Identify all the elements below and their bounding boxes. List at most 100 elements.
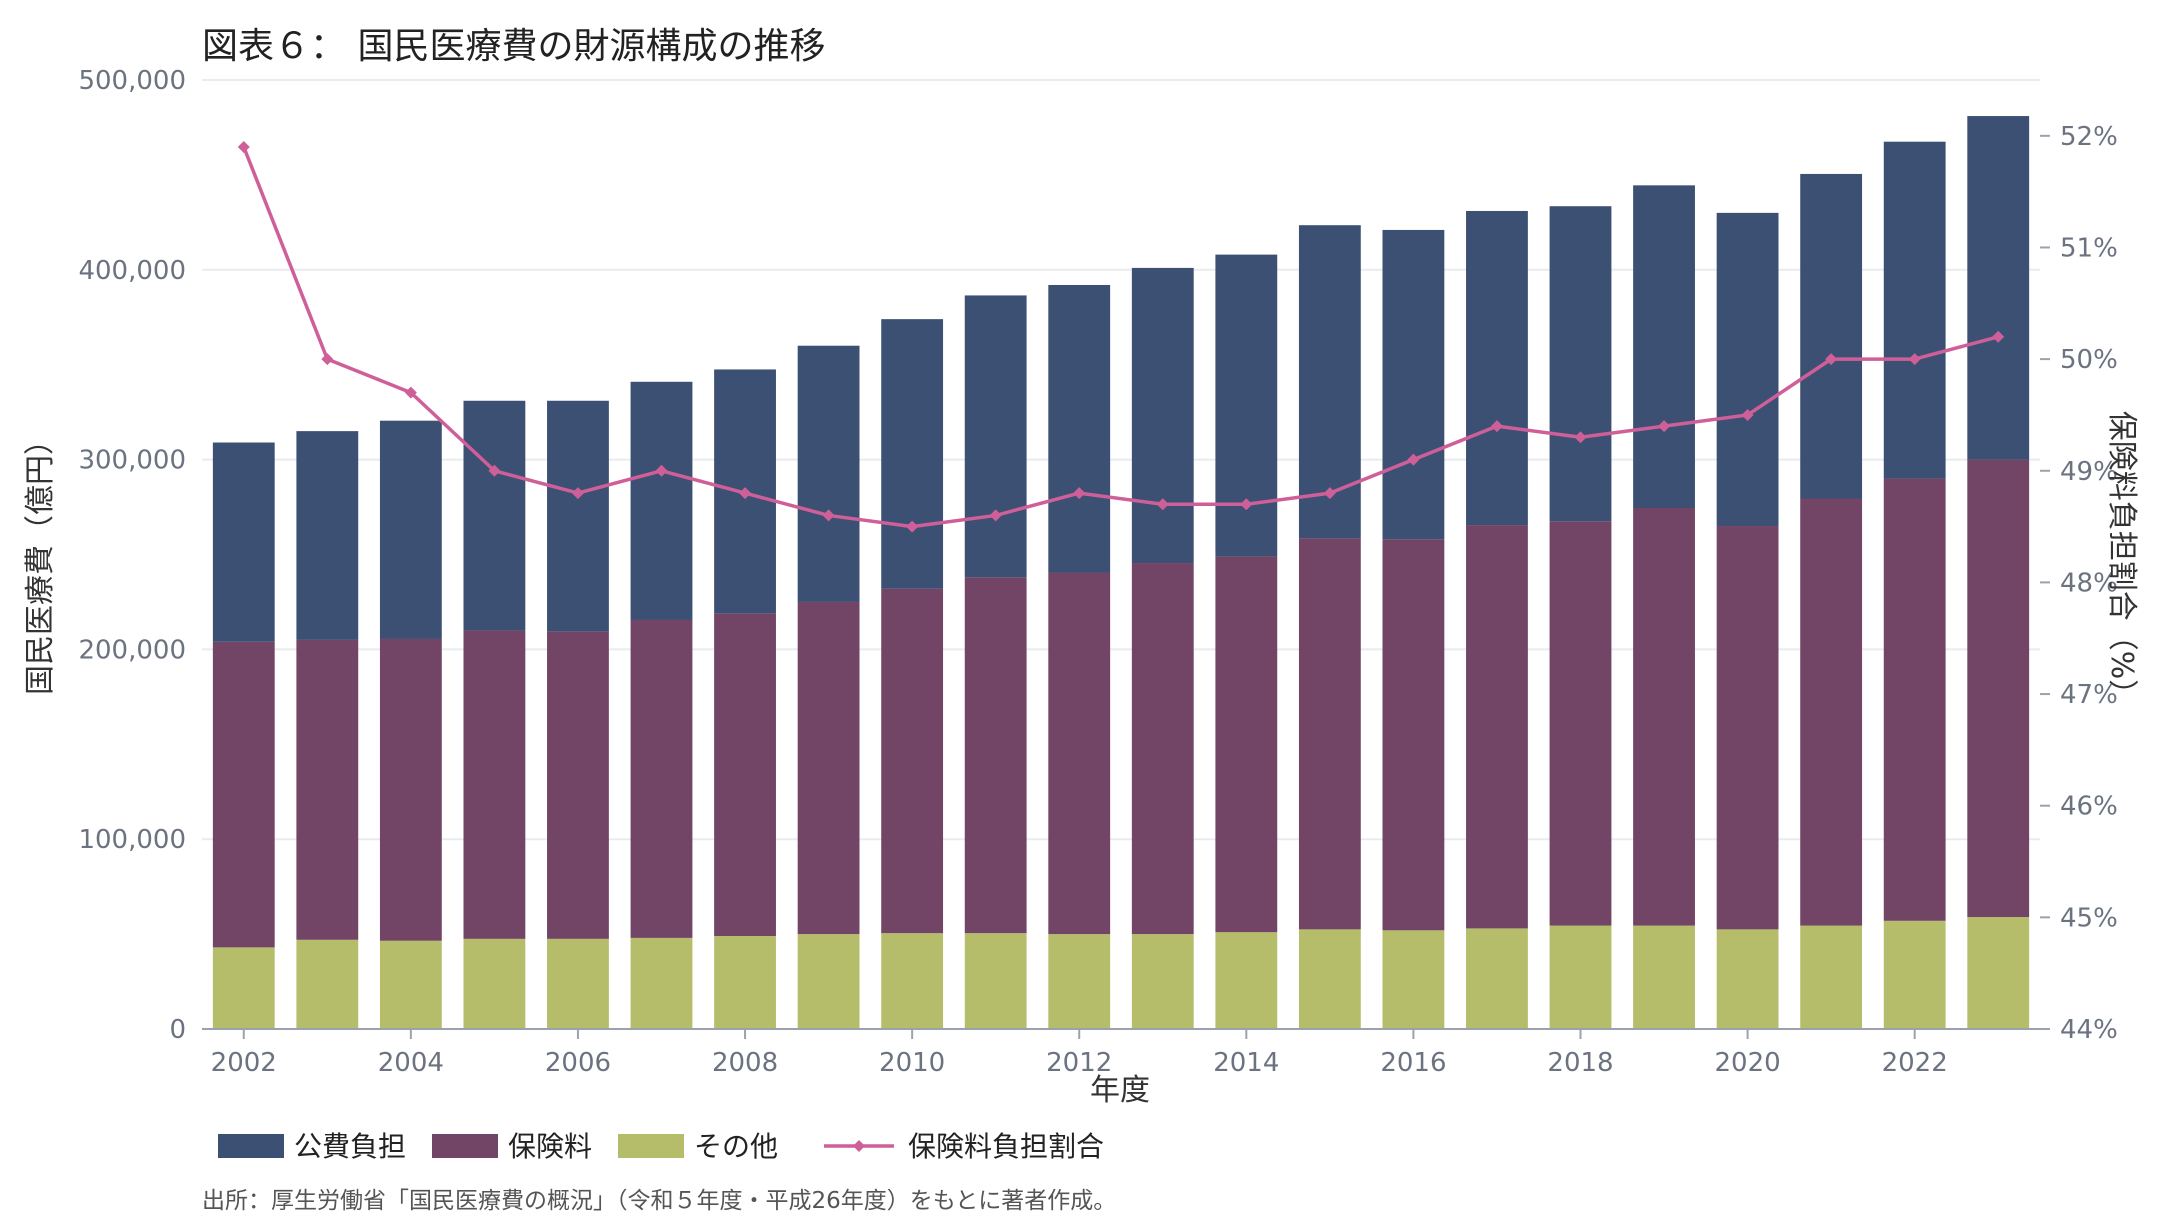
x-tick-label: 2002 (211, 1048, 277, 1078)
y2-tick-label: 45% (2060, 903, 2118, 933)
y2-tick-label: 46% (2060, 792, 2118, 822)
x-tick-label: 2006 (545, 1048, 611, 1078)
bar-segment (379, 420, 442, 639)
ratio-point (906, 520, 919, 533)
ratio-point (1073, 487, 1086, 500)
bar-segment (1549, 925, 1612, 1029)
bar-segment (964, 295, 1027, 578)
y-tick-label: 300,000 (78, 446, 186, 476)
legend: 公費負担 保険料 その他 保険料負担割合 (218, 1130, 1104, 1163)
bar-segment (1549, 521, 1612, 926)
bar-segment (296, 939, 359, 1029)
bar-segment (881, 588, 944, 934)
bar-segment (964, 577, 1027, 934)
x-tick-label: 2018 (1547, 1048, 1613, 1078)
bar-segment (964, 933, 1027, 1029)
legend-swatch (218, 1134, 284, 1158)
bar-segment (379, 940, 442, 1029)
bar-segment (1215, 932, 1278, 1029)
bar-segment (1967, 917, 2030, 1029)
bar-segment (1883, 920, 1946, 1029)
ratio-point (1574, 431, 1587, 444)
bar-segment (1048, 284, 1111, 573)
x-tick-label: 2012 (1046, 1048, 1112, 1078)
y-tick-label: 0 (169, 1015, 186, 1045)
legend-marker (853, 1140, 865, 1152)
ratio-point (1490, 420, 1503, 433)
bar-segment (212, 641, 275, 948)
bar-segment (1215, 254, 1278, 557)
bar-segment (463, 630, 526, 939)
bar-segment (1382, 539, 1445, 931)
x-tick-label: 2014 (1213, 1048, 1279, 1078)
bar-segment (630, 937, 693, 1029)
legend-label: 保険料 (508, 1130, 592, 1163)
bar-segment (1466, 210, 1528, 526)
x-tick-label: 2004 (378, 1048, 444, 1078)
ratio-point (1323, 487, 1336, 500)
bar-segment (1549, 206, 1612, 522)
y2-axis-title: 保険料負担割合（%） (2104, 411, 2139, 710)
ratio-point (1156, 498, 1169, 511)
x-tick-label: 2010 (879, 1048, 945, 1078)
bar-segment (1883, 478, 1946, 921)
bar-segment (1716, 212, 1779, 527)
y2-tick-label: 48% (2060, 568, 2118, 598)
x-tick-label: 2022 (1882, 1048, 1948, 1078)
bar-segment (379, 638, 442, 941)
bar-segment (714, 935, 776, 1029)
bar-segment (1800, 925, 1863, 1029)
bar-segment (797, 601, 860, 935)
bar-segment (1800, 173, 1863, 499)
x-tick-label: 2008 (712, 1048, 778, 1078)
ratio-point (989, 509, 1002, 522)
bar-segment (296, 639, 359, 940)
bar-segment (1883, 141, 1946, 479)
bar-segment (797, 934, 860, 1029)
y2-tick-label: 49% (2060, 457, 2118, 487)
bar-segment (463, 938, 526, 1029)
bar-segment (630, 381, 693, 620)
bar-segment (797, 345, 860, 602)
bar-segment (1633, 507, 1695, 926)
legend-swatch (618, 1134, 684, 1158)
bar-segment (547, 400, 609, 632)
legend-swatch (432, 1134, 498, 1158)
bar-segment (1131, 563, 1194, 935)
y-tick-label: 200,000 (78, 635, 186, 665)
y-tick-label: 100,000 (78, 825, 186, 855)
source-note: 出所：厚生労働省「国民医療費の概況」（令和５年度・平成26年度）をもとに著者作成… (202, 1188, 1116, 1214)
bar-segment (881, 319, 944, 589)
x-tick-label: 2020 (1715, 1048, 1781, 1078)
bar-segment (1633, 925, 1695, 1029)
ratio-point (822, 509, 835, 522)
x-tick-label: 2016 (1380, 1048, 1446, 1078)
bar-segment (212, 947, 275, 1029)
x-axis-title: 年度 (1090, 1073, 1150, 1108)
ratio-point (1658, 420, 1671, 433)
legend-label: 保険料負担割合 (908, 1130, 1104, 1163)
bar-segment (881, 933, 944, 1029)
ratio-point (655, 464, 668, 477)
y2-tick-label: 50% (2060, 345, 2118, 375)
y2-tick-label: 47% (2060, 680, 2118, 710)
ratio-point (321, 353, 334, 366)
bar-segment (1800, 498, 1863, 926)
bar-segment (1967, 459, 2030, 918)
ratio-point (488, 464, 501, 477)
bar-segment (1298, 929, 1361, 1029)
ratio-point (1992, 330, 2005, 343)
bar-segment (1131, 267, 1194, 564)
y-tick-label: 500,000 (78, 66, 186, 96)
ratio-point (739, 487, 752, 500)
axes: 0 100,000 200,000 300,000 400,000 500,000 44% 4… (78, 66, 2117, 1078)
bar-segment (1466, 928, 1528, 1029)
bars (212, 116, 2030, 1029)
ratio-line-path (242, 146, 1999, 529)
chart-title: 図表６： 国民医療費の財源構成の推移 (202, 26, 825, 67)
bar-segment (1967, 116, 2030, 460)
bar-segment (714, 613, 776, 936)
bar-segment (1716, 929, 1779, 1029)
y2-tick-label: 51% (2060, 233, 2118, 263)
ratio-point (1908, 353, 1921, 366)
